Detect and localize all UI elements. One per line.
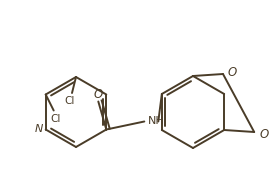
Text: O: O bbox=[228, 66, 237, 78]
Text: N: N bbox=[35, 125, 43, 135]
Text: O: O bbox=[94, 88, 103, 101]
Text: O: O bbox=[259, 128, 268, 140]
Text: NH: NH bbox=[148, 115, 165, 125]
Text: Cl: Cl bbox=[65, 96, 75, 106]
Text: Cl: Cl bbox=[50, 114, 61, 123]
